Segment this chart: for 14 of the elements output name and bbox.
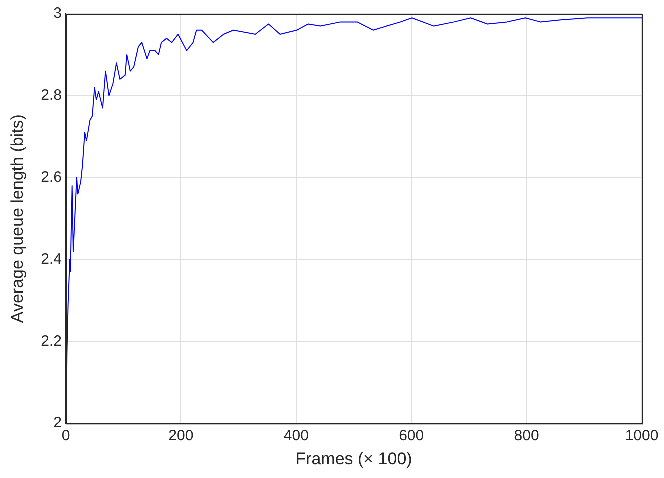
x-tick-label: 0	[62, 428, 70, 445]
x-tick-label: 800	[514, 428, 540, 445]
y-tick-label: 2	[54, 414, 62, 432]
y-tick-label: 2.8	[41, 87, 62, 104]
y-tick-label: 2.2	[41, 332, 62, 350]
x-axis-title: Frames (× 100)	[296, 449, 412, 468]
x-tick-label: 1000	[625, 428, 659, 445]
x-tick-label: 600	[399, 428, 424, 445]
y-tick-label: 2.6	[41, 168, 62, 186]
y-tick-label: 3	[54, 5, 62, 22]
y-axis-title: Average queue length (bits)	[8, 114, 27, 324]
y-tick-label: 2.4	[41, 250, 62, 268]
x-tick-label: 200	[168, 428, 194, 445]
x-tick-label: 400	[284, 428, 309, 445]
